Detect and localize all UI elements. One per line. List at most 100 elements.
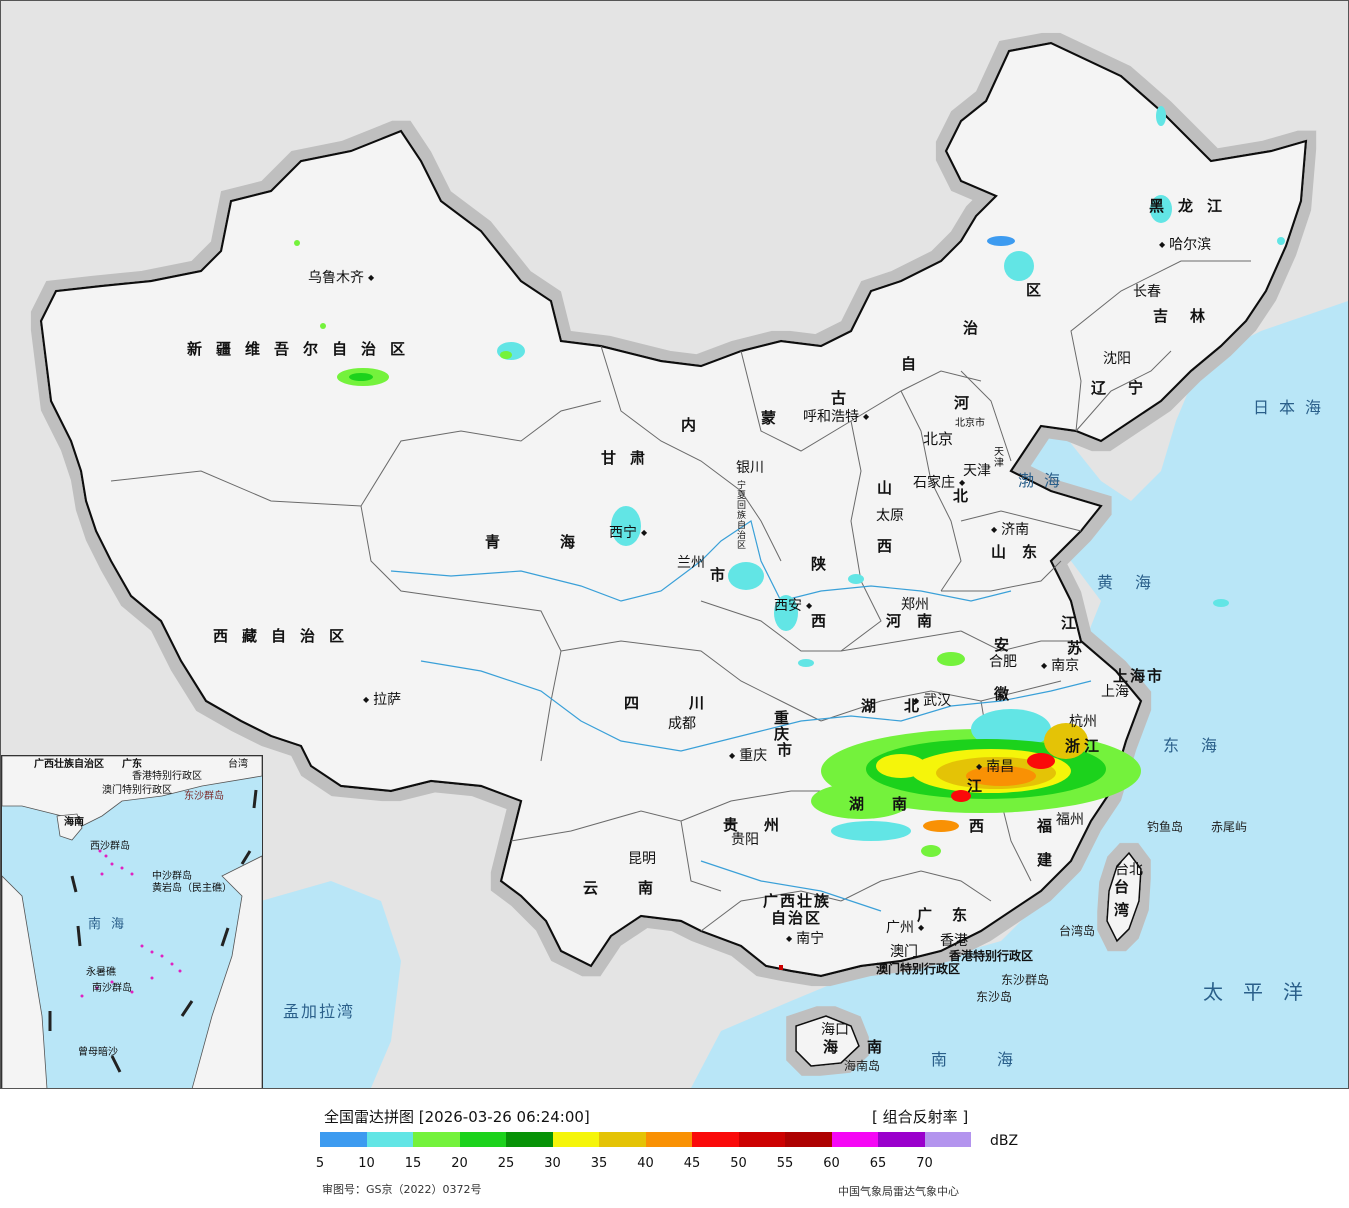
province-label-anhui-1: 安 xyxy=(994,636,1024,654)
city-nanning: 南宁 xyxy=(786,932,824,946)
legend-tick-10: 10 xyxy=(358,1156,375,1171)
inset-label-south-sea: 南海 xyxy=(88,917,135,932)
legend-swatch-13 xyxy=(924,1132,971,1147)
city-hangzhou: 杭州 xyxy=(1069,714,1097,730)
city-fuzhou: 福州 xyxy=(1056,812,1084,828)
legend-swatch-6 xyxy=(599,1132,646,1147)
sea-label-bengal: 孟加拉湾 xyxy=(283,1002,356,1021)
province-label-shaanxi-2: 西 xyxy=(811,612,841,630)
legend-tick-65: 65 xyxy=(869,1156,887,1171)
legend-swatch-7 xyxy=(645,1132,692,1147)
province-label-qinghai: 青海 xyxy=(485,533,636,551)
province-label-hubei: 湖北 xyxy=(861,697,948,715)
legend-tick-55: 55 xyxy=(776,1156,794,1171)
province-label-shanghai: 上海市 xyxy=(1113,667,1165,685)
inset-hainan xyxy=(56,813,83,841)
province-label-neimenggu-4: 自 xyxy=(901,355,931,373)
inset-label-zengmu: 曾母暗沙 xyxy=(78,1047,118,1058)
city-guiyang: 贵阳 xyxy=(731,832,759,848)
inset-land xyxy=(2,756,262,827)
province-label-sichuan: 四川 xyxy=(624,694,755,712)
city-lanzhou: 兰州 xyxy=(677,555,705,571)
legend-tick-35: 35 xyxy=(590,1156,608,1171)
province-label-jilin: 吉林 xyxy=(1153,307,1228,325)
province-label-tianjin: 天津 xyxy=(994,447,1004,469)
inset-islands xyxy=(80,849,182,998)
radar-map: 新疆维吾尔自治区 西藏自治区 青海 甘肃 内 蒙 古 自 治 区 黑龙江 吉林 … xyxy=(0,0,1349,1089)
sea-label-bohai: 渤海 xyxy=(1018,471,1071,490)
sar-label-macau: 澳门特别行政区 xyxy=(876,962,961,976)
sar-label-hongkong: 香港特别行政区 xyxy=(949,949,1034,963)
legend-swatch-0 xyxy=(320,1132,367,1147)
inset-east-coast xyxy=(191,855,262,1088)
city-taibei: 台北 xyxy=(1115,862,1143,878)
city-macau: 澳门 xyxy=(890,944,918,960)
province-label-taiwan-1: 台 xyxy=(1114,878,1144,896)
city-xining: 西宁 xyxy=(609,526,647,540)
province-label-neimenggu-1: 内 xyxy=(681,416,711,434)
legend: 全国雷达拼图 [2026-03-26 06:24:00] [ 组合反射率 ] d… xyxy=(0,1088,1349,1208)
province-label-hebei-1: 河 xyxy=(954,394,984,412)
province-label-shaanxi-1: 陕 xyxy=(811,555,841,573)
province-label-neimenggu-3: 古 xyxy=(831,389,861,407)
province-label-jiangsu-1: 江 xyxy=(1061,614,1091,632)
province-label-shanxi-2: 西 xyxy=(877,537,907,555)
city-harbin: 哈尔滨 xyxy=(1159,238,1211,252)
province-label-shanxi-1: 山 xyxy=(877,479,907,497)
city-taiyuan: 太原 xyxy=(876,508,904,524)
legend-tick-30: 30 xyxy=(544,1156,561,1171)
legend-color-bar xyxy=(320,1132,971,1147)
province-label-neimenggu-6: 区 xyxy=(1026,281,1056,299)
legend-tick-50: 50 xyxy=(730,1156,747,1171)
inset-label-guangdong: 广东 xyxy=(122,759,142,770)
city-lhasa: 拉萨 xyxy=(363,693,401,707)
review-number: 审图号：GS京（2022）0372号 xyxy=(322,1183,482,1196)
province-label-chongqing-1: 重 xyxy=(774,709,804,727)
city-hongkong: 香港 xyxy=(940,933,968,949)
island-label-dongsha-islands: 东沙群岛 xyxy=(1001,973,1050,987)
province-label-hainan-2: 南 xyxy=(867,1038,897,1056)
inset-label-xisha: 西沙群岛 xyxy=(90,841,130,852)
city-yinchuan: 银川 xyxy=(736,460,764,476)
province-label-guangxi-2: 自治区 xyxy=(771,909,823,927)
legend-tick-45: 45 xyxy=(683,1156,701,1171)
province-label-jiangsu-2: 苏 xyxy=(1067,639,1097,657)
inset-label-hk: 香港特别行政区 xyxy=(132,771,202,782)
province-label-zhejiang: 浙江 xyxy=(1065,737,1104,755)
bay-of-bengal xyxy=(261,881,401,1088)
city-beijing: 北京 xyxy=(923,430,954,448)
legend-tick-60: 60 xyxy=(823,1156,840,1171)
city-nanjing: 南京 xyxy=(1041,659,1079,673)
city-changchun: 长春 xyxy=(1133,284,1161,300)
island-label-diaoyu: 钓鱼岛 xyxy=(1147,820,1184,834)
sea-label-south: 南海 xyxy=(931,1050,1064,1069)
inset-label-macau: 澳门特别行政区 xyxy=(102,785,172,796)
sea-label-east: 东海 xyxy=(1163,736,1240,755)
legend-swatch-9 xyxy=(738,1132,785,1147)
inset-label-guangxi: 广西壮族自治区 xyxy=(34,759,104,770)
province-label-gansu: 甘肃 xyxy=(601,449,660,467)
inset-label-dongsha: 东沙群岛 xyxy=(184,791,224,802)
island-label-dongsha: 东沙岛 xyxy=(976,990,1013,1004)
inset-west-coast xyxy=(2,875,48,1088)
province-label-shandong: 山东 xyxy=(991,543,1054,561)
province-label-xinjiang: 新疆维吾尔自治区 xyxy=(187,340,420,358)
legend-swatch-10 xyxy=(785,1132,832,1147)
province-label-fujian-1: 福 xyxy=(1037,817,1067,835)
city-kunming: 昆明 xyxy=(628,851,656,867)
hainan-outline xyxy=(795,1015,860,1067)
echo-northeast xyxy=(987,106,1285,281)
legend-title: 全国雷达拼图 [2026-03-26 06:24:00] xyxy=(324,1108,590,1126)
province-label-guangdong: 广东 xyxy=(917,906,988,924)
city-haikou: 海口 xyxy=(821,1022,849,1038)
inset-dash-line xyxy=(48,789,258,1073)
city-jinan: 济南 xyxy=(991,523,1029,537)
inset-label-zhongsha: 中沙群岛 xyxy=(152,871,192,882)
taiwan-outline xyxy=(1106,851,1142,943)
province-label-jiangxi-1: 江 xyxy=(967,777,997,795)
agency-credit: 中国气象局雷达气象中心 xyxy=(838,1185,959,1198)
sea-label-japan: 日本海 xyxy=(1253,398,1332,417)
ocean xyxy=(691,301,1348,1088)
city-guangzhou: 广州 xyxy=(886,921,924,935)
inset-canvas xyxy=(2,756,262,1088)
